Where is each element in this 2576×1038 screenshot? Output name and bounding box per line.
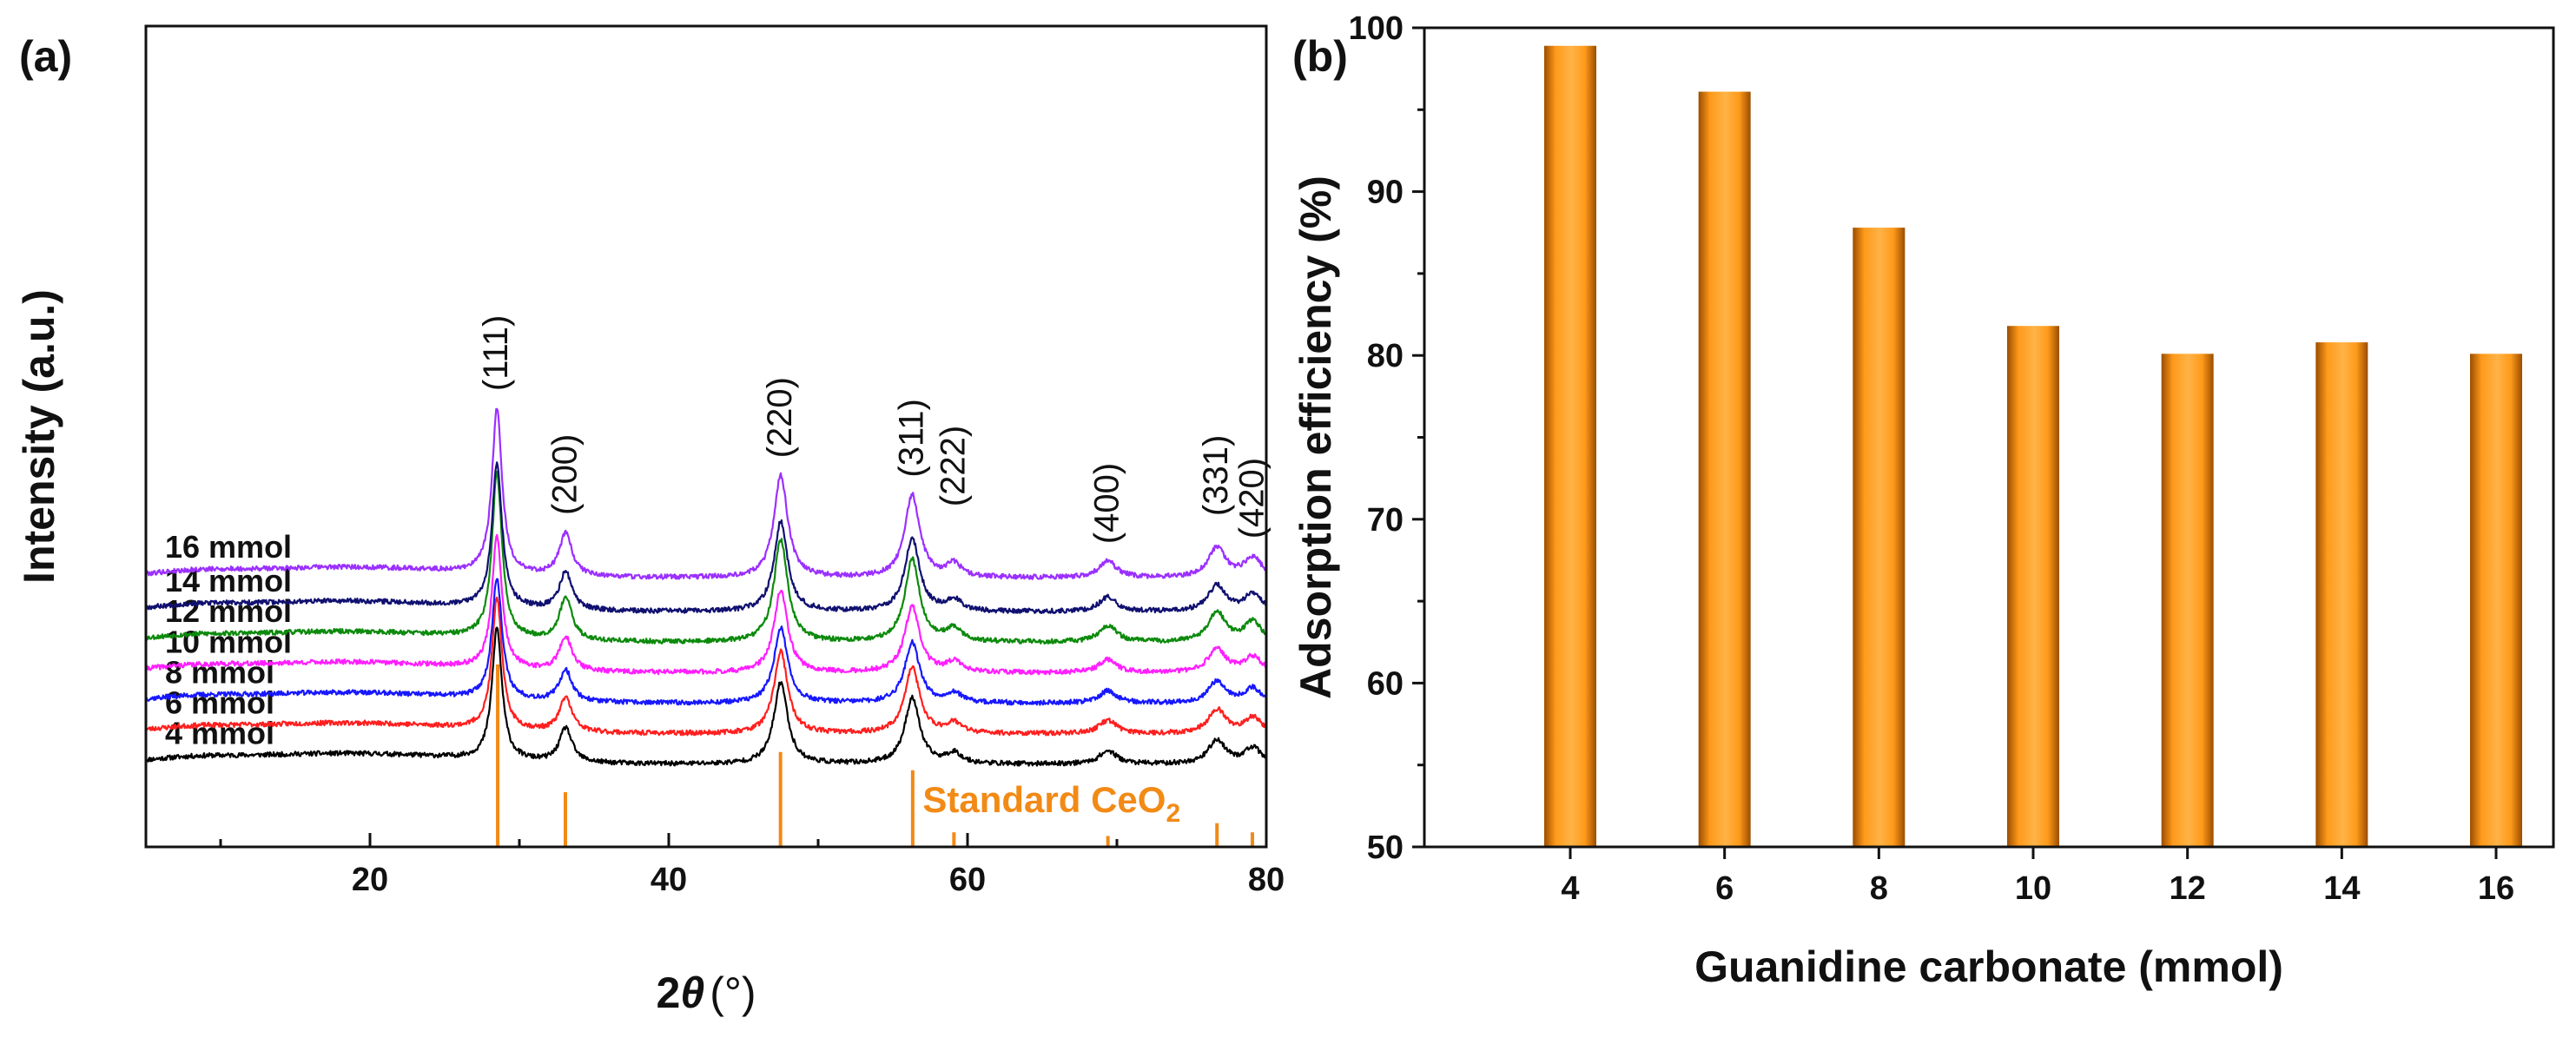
adsorption-y-tick-label: 100 (1349, 10, 1404, 47)
xrd-x-tick-label: 60 (949, 862, 986, 898)
xrd-x-label-theta: θ (680, 969, 704, 1017)
adsorption-y-tick-label: 60 (1367, 665, 1404, 702)
adsorption-y-tick-label: 80 (1367, 338, 1404, 374)
xrd-x-tick-labels: 20 40 60 80 (352, 862, 1285, 898)
adsorption-x-axis-label: Guanidine carbonate (mmol) (1694, 942, 2283, 991)
peak-label: (111) (477, 315, 515, 391)
bar-14-mmol (2315, 342, 2368, 847)
xrd-x-ticks (219, 833, 1268, 847)
peak-label: (420) (1233, 458, 1271, 539)
xrd-axes-frame (144, 24, 1268, 849)
xrd-series-label: 12 mmol (165, 593, 292, 629)
adsorption-y-tick-label: 70 (1367, 502, 1404, 539)
xrd-x-label-unit: (°) (710, 969, 756, 1017)
xrd-x-axis-label: 2θ (°) (657, 969, 756, 1017)
bar-10-mmol (2007, 326, 2059, 847)
bar-6-mmol (1698, 91, 1751, 847)
xrd-series-4-mmol (145, 626, 1267, 767)
adsorption-ticks (1412, 26, 2498, 859)
bar-8-mmol (1853, 228, 1906, 847)
bar-16-mmol (2470, 354, 2522, 848)
xrd-x-tick-label: 40 (651, 862, 687, 898)
xrd-series-label: 4 mmol (165, 716, 274, 751)
adsorption-y-tick-label: 50 (1367, 830, 1404, 866)
adsorption-tick-labels: 4 6 8 10 12 14 16 50 60 70 80 90 100 (1349, 10, 2515, 907)
peak-label: (220) (761, 377, 799, 458)
xrd-series-8-mmol (144, 578, 1268, 706)
adsorption-x-tick-label: 12 (2170, 870, 2206, 907)
bar-12-mmol (2161, 354, 2214, 848)
standard-label-subscript: 2 (1166, 799, 1180, 828)
adsorption-bars (1544, 45, 2522, 848)
xrd-series-10-mmol (144, 533, 1267, 676)
adsorption-x-tick-label: 16 (2478, 870, 2514, 907)
adsorption-x-tick-label: 4 (1561, 870, 1579, 907)
adsorption-y-axis-label: Adsorption efficiency (%) (1291, 175, 1340, 699)
adsorption-x-tick-label: 6 (1715, 870, 1734, 907)
peak-label: (200) (545, 434, 584, 515)
xrd-series-6-mmol (145, 596, 1267, 737)
panel-b-label: (b) (1292, 32, 1348, 81)
peak-label: (400) (1088, 463, 1126, 544)
xrd-series-label: 6 mmol (165, 685, 274, 721)
xrd-y-axis-label: Intensity (a.u.) (15, 289, 63, 584)
panel-a-label: (a) (19, 32, 72, 81)
xrd-series-14-mmol (145, 461, 1268, 614)
xrd-x-tick-label: 80 (1248, 862, 1285, 898)
adsorption-x-tick-label: 10 (2015, 870, 2051, 907)
standard-ceo2-label: Standard CeO2 (922, 779, 1180, 828)
adsorption-panel: (b) 4 6 8 10 12 14 16 50 60 70 80 90 100 Adsorption … (1291, 10, 2555, 991)
adsorption-y-tick-label: 90 (1367, 175, 1404, 211)
adsorption-x-tick-label: 8 (1870, 870, 1888, 907)
xrd-series-16-mmol (145, 407, 1267, 580)
peak-label: (311) (892, 399, 930, 477)
xrd-series-label: 16 mmol (165, 529, 292, 565)
bar-4-mmol (1544, 45, 1596, 848)
xrd-series-12-mmol (145, 470, 1267, 645)
xrd-x-tick-label: 20 (352, 862, 388, 898)
adsorption-x-tick-label: 14 (2323, 870, 2360, 907)
xrd-series-label: 10 mmol (165, 624, 292, 659)
xrd-x-label-main: 2 (657, 969, 681, 1017)
standard-label-main: Standard CeO (922, 779, 1166, 820)
xrd-series-label: 8 mmol (165, 654, 274, 690)
peak-label: (222) (935, 426, 973, 506)
peak-label: (331) (1197, 435, 1235, 516)
